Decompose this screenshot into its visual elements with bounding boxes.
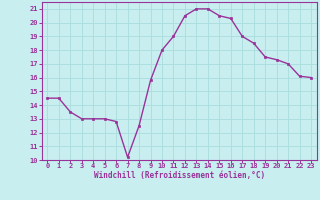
X-axis label: Windchill (Refroidissement éolien,°C): Windchill (Refroidissement éolien,°C) [94, 171, 265, 180]
